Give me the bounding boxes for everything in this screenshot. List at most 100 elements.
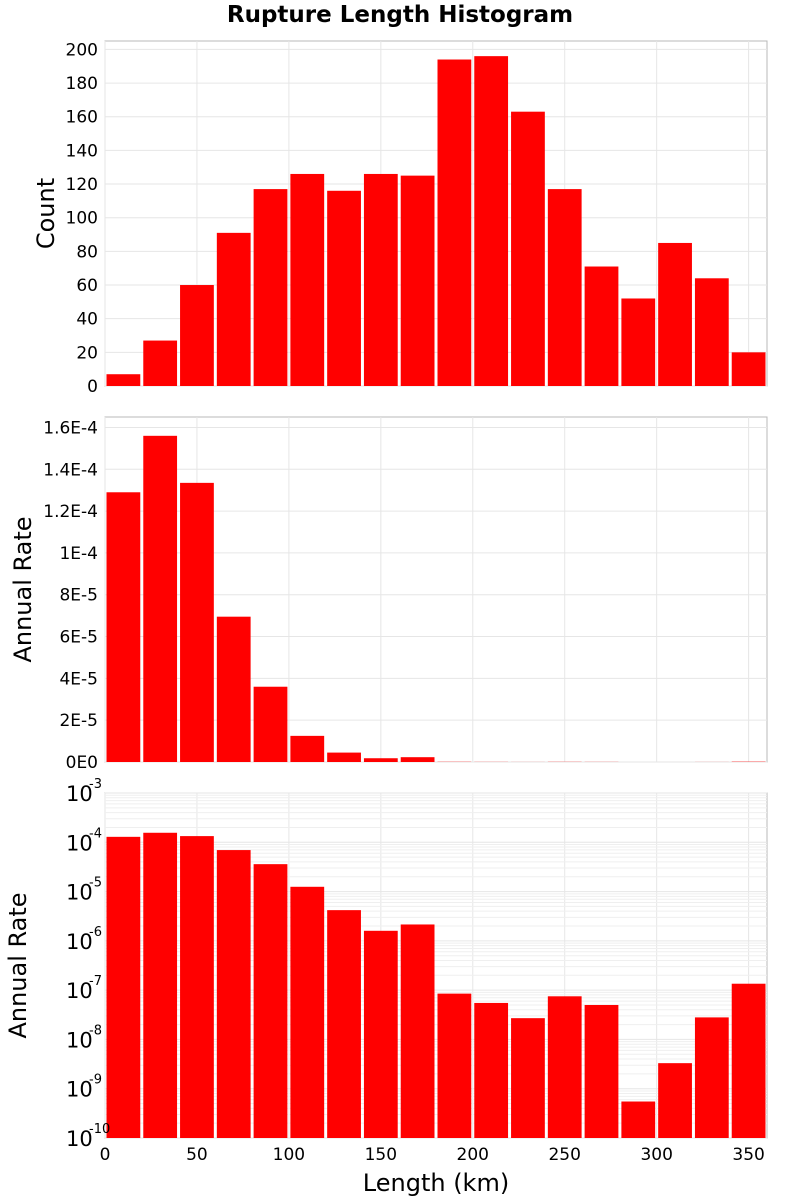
y-tick-exponent: -10 [89,1122,110,1137]
count-histogram-bar [180,285,214,386]
y-tick-label: 8E-5 [59,586,98,606]
y-tick-base: 10 [66,1028,93,1052]
rate-linear-histogram-bar [216,616,251,762]
y-tick-exponent: -7 [89,974,102,989]
rate-linear-histogram-bar [290,735,325,762]
count-histogram-bar [511,111,545,387]
count-histogram-bar [658,242,692,386]
rate-linear-histogram-bar [400,757,435,762]
rate-log-histogram-bar [327,910,361,1138]
y-tick-base: 10 [66,881,93,905]
y-tick-label: 120 [66,175,98,195]
x-tick-label: 300 [640,1145,672,1165]
count-y-axis-label: Count [32,178,60,249]
y-tick-base: 10 [66,979,93,1003]
rate-linear-histogram-bar [143,435,178,762]
y-tick-base: 10 [66,782,93,806]
count-histogram-bar [400,175,435,386]
y-tick-label: 1.4E-4 [43,460,98,480]
rate-log-histogram-bar [511,1018,545,1138]
rate-linear-histogram-bar [363,758,398,762]
y-tick-label: 10-6 [66,925,102,954]
y-tick-label: 100 [66,209,98,229]
y-tick-base: 10 [66,831,93,855]
y-tick-label: 20 [76,343,98,363]
y-tick-label: 10-4 [66,826,102,855]
count-histogram-bar [106,374,141,386]
x-tick-label: 0 [100,1145,111,1165]
rate-log-histogram-bar [290,886,325,1138]
y-tick-exponent: -4 [89,826,102,841]
y-tick-label: 1.6E-4 [43,418,98,438]
x-tick-label: 100 [273,1145,305,1165]
y-tick-label: 2E-5 [59,711,98,731]
y-tick-label: 40 [76,310,98,330]
y-tick-base: 10 [66,1078,93,1102]
y-tick-exponent: -3 [89,777,102,792]
rate-log-histogram-bar [143,832,178,1138]
rate-log-histogram-bar [731,983,766,1138]
rate-log-histogram-bar [474,1002,509,1138]
rate-log-histogram-bar [621,1101,656,1138]
count-histogram-bar [216,232,251,386]
y-tick-label: 10-10 [66,1122,110,1151]
rate-log-histogram-bar [363,930,398,1138]
x-tick-label: 150 [365,1145,397,1165]
y-tick-label: 1.2E-4 [43,502,98,522]
rate-linear-y-axis-label: Annual Rate [9,516,37,662]
count-histogram-bar [437,59,472,386]
y-tick-label: 160 [66,108,98,128]
y-tick-exponent: -6 [89,925,102,940]
count-histogram-bar [547,189,582,386]
count-histogram-bar [731,352,766,386]
y-tick-label: 0E0 [66,753,98,773]
y-tick-label: 60 [76,276,98,296]
y-tick-label: 140 [66,141,98,161]
y-tick-label: 80 [76,242,98,262]
y-tick-exponent: -9 [89,1073,102,1088]
y-tick-label: 0 [87,377,98,397]
y-tick-label: 10-9 [66,1073,102,1102]
rate-log-histogram-bar [106,836,141,1138]
y-tick-label: 4E-5 [59,669,98,689]
count-histogram-bar [327,190,361,386]
rate-log-histogram-bar [216,850,251,1138]
y-tick-label: 10-5 [66,876,102,905]
chart-title: Rupture Length Histogram [227,2,573,28]
x-axis-label: Length (km) [363,1169,509,1197]
rate-linear-histogram-bar [180,482,214,762]
count-histogram-bar [621,298,656,386]
count-histogram-bar [694,278,729,386]
y-tick-label: 10-3 [66,777,102,806]
rate-log-histogram-bar [253,864,288,1138]
rate-linear-histogram-bar [106,492,141,762]
y-tick-label: 1E-4 [59,544,98,564]
rate-log-histogram-bar [694,1017,729,1138]
y-tick-label: 10-8 [66,1023,102,1052]
y-tick-base: 10 [66,1127,93,1151]
x-tick-label: 50 [186,1145,208,1165]
rate-log-histogram-bar [547,996,582,1138]
count-histogram-bar [363,173,398,386]
rate-log-y-axis-label: Annual Rate [4,892,32,1038]
x-axis-ticks: 0 50 100 150 200 250 300 350 [100,1145,765,1165]
rate-log-histogram-bar [584,1004,619,1138]
rate-log-histogram-bar [400,924,435,1138]
y-tick-label: 10-7 [66,974,102,1003]
rate-linear-histogram-bar [253,686,288,762]
y-tick-exponent: -5 [89,876,102,891]
y-tick-label: 180 [66,74,98,94]
y-tick-exponent: -8 [89,1023,102,1038]
y-tick-label: 200 [66,40,98,60]
rate-log-histogram-bar [437,993,472,1138]
y-tick-label: 6E-5 [59,628,98,648]
count-histogram-bar [584,266,619,386]
rate-log-histogram-bar [658,1063,692,1138]
count-histogram-bar [290,173,325,386]
rate-log-histogram-bar [180,836,214,1138]
rate-linear-histogram-bar [327,752,361,762]
x-tick-label: 350 [732,1145,764,1165]
count-histogram-bar [474,56,509,387]
